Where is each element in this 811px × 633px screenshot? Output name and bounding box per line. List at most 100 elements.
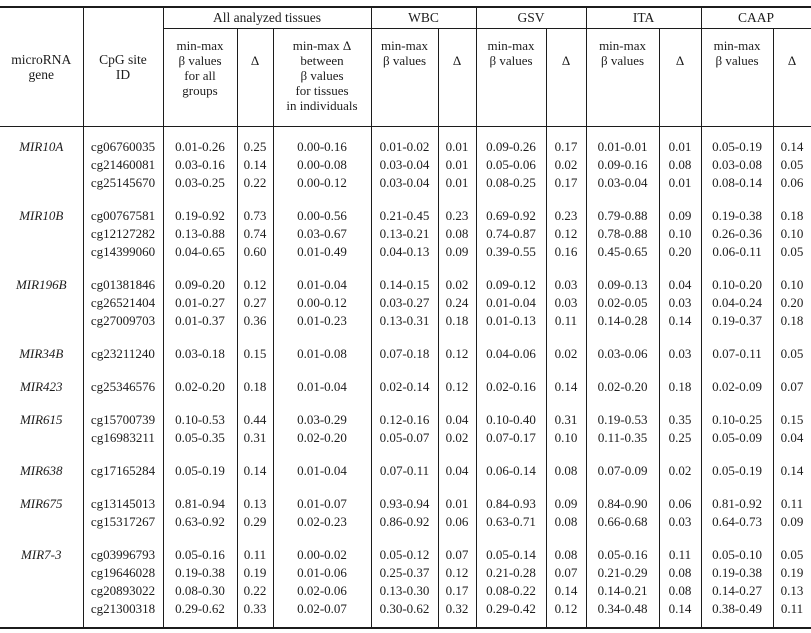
ita-minmax-beta-cell: 0.14-0.28 xyxy=(586,312,660,330)
wbc-delta-cell: 0.08 xyxy=(438,225,477,243)
wbc-delta-cell: 0.01 xyxy=(438,495,477,513)
caap-delta-cell: 0.06 xyxy=(773,174,811,192)
gsv-delta-cell: 0.12 xyxy=(546,600,587,618)
caap-minmax-beta-cell: 0.38-0.49 xyxy=(701,600,774,618)
caap-delta-cell: 0.05 xyxy=(773,156,811,174)
gene-name-cell: MIR34B xyxy=(0,345,84,363)
spacer-cell xyxy=(546,531,587,546)
ita-minmax-beta-cell: 0.21-0.29 xyxy=(586,564,660,582)
cpg-site-id-cell: cg19646028 xyxy=(83,564,164,582)
wbc-delta-cell: 0.07 xyxy=(438,546,477,564)
spacer-cell xyxy=(0,396,84,411)
spacer-cell xyxy=(83,447,164,462)
cpg-site-id-cell: cg17165284 xyxy=(83,462,164,480)
spacer-cell xyxy=(659,261,702,276)
gsv-delta-cell: 0.03 xyxy=(546,294,587,312)
spacer-cell xyxy=(83,618,164,628)
gsv-minmax-beta-cell: 0.01-0.04 xyxy=(476,294,547,312)
spacer-cell xyxy=(83,126,164,138)
spacer-cell xyxy=(237,396,274,411)
all-minmax-beta-cell: 0.03-0.18 xyxy=(163,345,238,363)
subheader-caap-minmax-beta: min-max β values xyxy=(701,28,774,127)
spacer-cell xyxy=(438,531,477,546)
gsv-minmax-beta-cell: 0.07-0.17 xyxy=(476,429,547,447)
wbc-delta-cell: 0.01 xyxy=(438,138,477,156)
all-delta-cell: 0.73 xyxy=(237,207,274,225)
spacer-cell xyxy=(163,396,238,411)
all-minmax-delta-cell: 0.02-0.23 xyxy=(273,513,372,531)
spacer-cell xyxy=(273,447,372,462)
table-row: MIR638 cg17165284 0.05-0.19 0.14 0.01-0.04 0.… xyxy=(0,462,811,480)
caap-minmax-beta-cell: 0.14-0.27 xyxy=(701,582,774,600)
spacer-cell xyxy=(371,261,439,276)
all-minmax-beta-cell: 0.10-0.53 xyxy=(163,411,238,429)
spacer-cell xyxy=(701,363,774,378)
caap-minmax-beta-cell: 0.06-0.11 xyxy=(701,243,774,261)
spacer-cell xyxy=(586,480,660,495)
spacer-cell xyxy=(773,618,811,628)
column-header-cpg-site-id: CpG site ID xyxy=(83,7,164,127)
all-delta-cell: 0.15 xyxy=(237,345,274,363)
gene-name-cell xyxy=(0,294,84,312)
caap-delta-cell: 0.20 xyxy=(773,294,811,312)
spacer-cell xyxy=(371,396,439,411)
wbc-delta-cell: 0.09 xyxy=(438,243,477,261)
spacer-cell xyxy=(237,261,274,276)
all-minmax-delta-cell: 0.00-0.12 xyxy=(273,294,372,312)
caap-minmax-beta-cell: 0.19-0.38 xyxy=(701,564,774,582)
ita-delta-cell: 0.20 xyxy=(659,243,702,261)
all-delta-cell: 0.13 xyxy=(237,495,274,513)
spacer-cell xyxy=(659,396,702,411)
all-delta-cell: 0.11 xyxy=(237,546,274,564)
ita-minmax-beta-cell: 0.14-0.21 xyxy=(586,582,660,600)
spacer-cell xyxy=(586,531,660,546)
all-minmax-delta-cell: 0.00-0.12 xyxy=(273,174,372,192)
gsv-delta-cell: 0.03 xyxy=(546,276,587,294)
caap-delta-cell: 0.05 xyxy=(773,345,811,363)
ita-delta-cell: 0.03 xyxy=(659,345,702,363)
gsv-delta-cell: 0.07 xyxy=(546,564,587,582)
wbc-minmax-beta-cell: 0.07-0.18 xyxy=(371,345,439,363)
cpg-site-id-cell: cg06760035 xyxy=(83,138,164,156)
spacer-cell xyxy=(237,363,274,378)
gsv-minmax-beta-cell: 0.09-0.26 xyxy=(476,138,547,156)
ita-minmax-beta-cell: 0.09-0.16 xyxy=(586,156,660,174)
spacer-cell xyxy=(586,126,660,138)
spacer-cell xyxy=(476,531,547,546)
ita-delta-cell: 0.14 xyxy=(659,312,702,330)
gsv-delta-cell: 0.31 xyxy=(546,411,587,429)
all-minmax-delta-cell: 0.02-0.06 xyxy=(273,582,372,600)
ita-delta-cell: 0.09 xyxy=(659,207,702,225)
caap-delta-cell: 0.15 xyxy=(773,411,811,429)
ita-minmax-beta-cell: 0.19-0.53 xyxy=(586,411,660,429)
table-row: MIR34B cg23211240 0.03-0.18 0.15 0.01-0.08 0.… xyxy=(0,345,811,363)
ita-delta-cell: 0.03 xyxy=(659,294,702,312)
spacer-cell xyxy=(371,531,439,546)
all-delta-cell: 0.22 xyxy=(237,582,274,600)
gene-name-cell xyxy=(0,564,84,582)
group-spacer xyxy=(0,531,811,546)
gsv-minmax-beta-cell: 0.09-0.12 xyxy=(476,276,547,294)
spacer-cell xyxy=(476,330,547,345)
subheader-wbc-delta: Δ xyxy=(438,28,477,127)
gsv-delta-cell: 0.12 xyxy=(546,225,587,243)
gene-name-cell: MIR423 xyxy=(0,378,84,396)
spacer-cell xyxy=(773,261,811,276)
group-spacer xyxy=(0,447,811,462)
cpg-site-id-cell: cg00767581 xyxy=(83,207,164,225)
ita-delta-cell: 0.14 xyxy=(659,600,702,618)
all-minmax-beta-cell: 0.63-0.92 xyxy=(163,513,238,531)
ita-minmax-beta-cell: 0.11-0.35 xyxy=(586,429,660,447)
caap-delta-cell: 0.10 xyxy=(773,225,811,243)
ita-delta-cell: 0.08 xyxy=(659,564,702,582)
spacer-cell xyxy=(0,531,84,546)
table-row: MIR10B cg00767581 0.19-0.92 0.73 0.00-0.56 0.… xyxy=(0,207,811,225)
spacer-cell xyxy=(546,363,587,378)
cpg-site-id-cell: cg27009703 xyxy=(83,312,164,330)
all-minmax-beta-cell: 0.04-0.65 xyxy=(163,243,238,261)
gsv-delta-cell: 0.11 xyxy=(546,312,587,330)
spacer-cell xyxy=(773,192,811,207)
spacer-cell xyxy=(237,330,274,345)
subheader-caap-delta: Δ xyxy=(773,28,811,127)
spacer-cell xyxy=(659,126,702,138)
